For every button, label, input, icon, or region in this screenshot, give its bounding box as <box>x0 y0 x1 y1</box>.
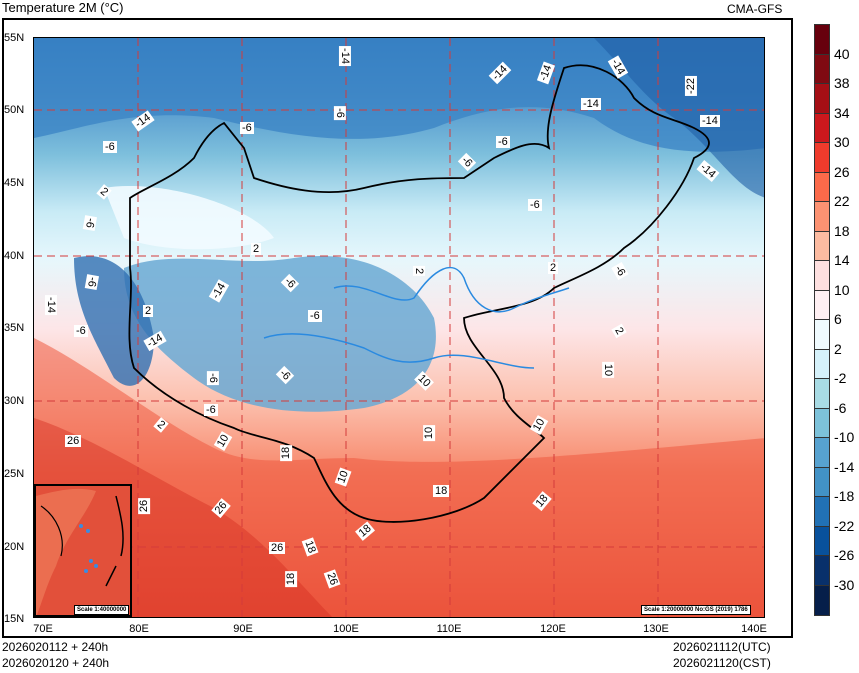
colorbar-segment <box>815 497 829 527</box>
colorbar-label: -18 <box>834 488 855 504</box>
lat-label-30n: 30N <box>4 395 25 407</box>
colorbar-segment <box>815 526 829 556</box>
colorbar-label: 6 <box>834 311 842 327</box>
colorbar-segment <box>815 261 829 291</box>
colorbar-segment <box>815 290 829 320</box>
lat-label-20n: 20N <box>4 541 25 553</box>
colorbar-label: 34 <box>834 104 850 121</box>
colorbar-label: 30 <box>834 134 850 150</box>
lon-label-90e: 90E <box>233 623 253 635</box>
temperature-map: -14 -6 -14 -6 -6 2 -6 -14 -14 -14 -22 -14 -14 -6 -6 -14… <box>33 37 765 618</box>
contour-label: 26 <box>269 542 286 554</box>
colorbar-label: 10 <box>834 281 850 298</box>
graticule <box>34 38 764 617</box>
colorbar-segment <box>815 556 829 586</box>
contour-label: 2 <box>143 305 154 317</box>
contour-label: -6 <box>74 325 88 337</box>
chart-title: Temperature 2M (°C) <box>2 0 124 15</box>
valid-time-utc: 2026021112(UTC) <box>673 640 771 654</box>
colorbar-label: -26 <box>834 547 855 563</box>
colorbar-segment <box>815 84 829 114</box>
contour-label: -22 <box>684 76 697 96</box>
colorbar-label: 22 <box>834 193 850 209</box>
contour-label: -6 <box>496 136 510 148</box>
colorbar-label: 38 <box>834 75 850 91</box>
colorbar-segment <box>815 25 829 55</box>
colorbar-label: 2 <box>834 340 842 357</box>
colorbar-label: 14 <box>834 252 850 268</box>
lat-label-25n: 25N <box>4 468 25 480</box>
lat-label-15n: 15N <box>4 613 25 625</box>
contour-label: 2 <box>548 262 559 274</box>
init-time-cst: 2026020120 + 240h <box>2 656 110 670</box>
colorbar-label: -30 <box>834 576 855 593</box>
colorbar-segment <box>815 202 829 232</box>
colorbar-label: -14 <box>834 458 855 475</box>
contour-label: -14 <box>338 46 351 66</box>
contour-label: 26 <box>138 497 151 515</box>
colorbar-segment <box>815 349 829 379</box>
colorbar-label: 26 <box>834 163 850 180</box>
contour-label: -14 <box>44 295 57 315</box>
colorbar-label: 40 <box>834 45 850 62</box>
contour-label: 18 <box>285 570 298 588</box>
contour-label: 18 <box>280 444 293 462</box>
contour-label: -14 <box>581 98 601 110</box>
lon-label-140e: 140E <box>741 623 767 635</box>
colorbar-segment <box>815 143 829 173</box>
country-boundary <box>128 64 710 523</box>
colorbar-segment <box>815 379 829 409</box>
lon-label-130e: 130E <box>643 623 669 635</box>
contour-label: 2 <box>251 243 262 255</box>
lon-label-110e: 110E <box>436 623 462 635</box>
contour-label: 2 <box>413 265 426 277</box>
contour-label: 10 <box>423 424 436 442</box>
colorbar-label: -10 <box>834 429 855 445</box>
contour-label: -6 <box>528 199 542 211</box>
lon-label-70e: 70E <box>33 623 53 635</box>
lon-label-120e: 120E <box>540 623 566 635</box>
valid-time-cst: 2026021120(CST) <box>673 656 771 670</box>
contour-label: -6 <box>84 274 99 290</box>
contour-label: -6 <box>308 310 322 322</box>
plot-frame <box>2 18 793 638</box>
model-name: CMA-GFS <box>727 2 783 16</box>
contour-label: -6 <box>82 215 97 231</box>
contour-label: -6 <box>103 141 117 153</box>
inset-scale-label: Scale 1:40000000 <box>74 605 130 615</box>
lat-label-50n: 50N <box>4 104 25 116</box>
colorbar-segment <box>815 467 829 497</box>
colorbar <box>814 24 830 616</box>
contour-label: -6 <box>333 106 346 120</box>
init-time-utc: 2026020112 + 240h <box>2 640 109 654</box>
colorbar-segment <box>815 231 829 261</box>
colorbar-label: -2 <box>834 370 847 386</box>
lat-label-45n: 45N <box>4 177 25 189</box>
colorbar-segment <box>815 408 829 438</box>
contour-label: -6 <box>204 404 218 416</box>
colorbar-label: 18 <box>834 222 850 239</box>
map-scale-label: Scale 1:20000000 No:GS (2019) 1786 <box>641 605 751 615</box>
colorbar-label: -22 <box>834 517 855 534</box>
contour-label: 18 <box>433 485 450 497</box>
contour-label: -6 <box>206 371 219 385</box>
colorbar-segment <box>815 320 829 350</box>
contour-label: 10 <box>602 361 615 379</box>
contour-label: -6 <box>240 122 254 134</box>
colorbar-segment <box>815 172 829 202</box>
lon-label-80e: 80E <box>129 623 149 635</box>
lat-label-55n: 55N <box>4 32 25 44</box>
colorbar-label: -6 <box>834 399 847 416</box>
lon-label-100e: 100E <box>333 623 359 635</box>
contour-label: -14 <box>700 115 720 127</box>
lat-label-40n: 40N <box>4 250 25 262</box>
lat-label-35n: 35N <box>4 322 25 334</box>
colorbar-segment <box>815 113 829 143</box>
colorbar-segment <box>815 438 829 468</box>
contour-label: 26 <box>65 435 82 447</box>
colorbar-segment <box>815 585 829 615</box>
south-china-sea-inset: Scale 1:40000000 <box>34 484 132 617</box>
colorbar-segment <box>815 54 829 84</box>
